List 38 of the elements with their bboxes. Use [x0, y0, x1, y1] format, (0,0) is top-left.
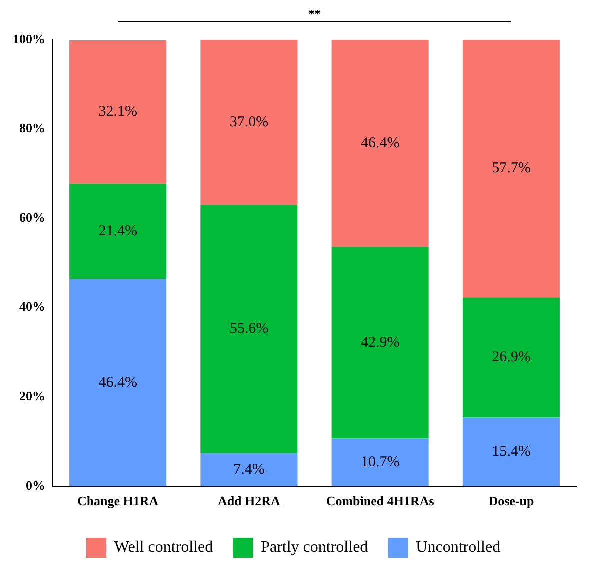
legend-label: Well controlled [114, 539, 214, 556]
bar [70, 40, 167, 184]
bar [332, 247, 429, 439]
bar [462, 298, 560, 418]
y-tick-label: 100% [13, 31, 46, 46]
text: ** [308, 7, 321, 22]
y-tick-label: 20% [20, 388, 46, 404]
data-label: 57.7% [492, 160, 531, 177]
data-label: 37.0% [230, 114, 269, 131]
data-label: 55.6% [230, 321, 269, 338]
x-tick-label: Add H2RA [218, 494, 282, 509]
data-label: 32.1% [98, 104, 138, 120]
y-tick-label: 40% [20, 299, 46, 314]
data-label: 21.4% [98, 223, 138, 240]
bar [200, 205, 298, 454]
data-label: 46.4% [360, 136, 400, 152]
data-label: 42.9% [360, 334, 400, 351]
bar [200, 453, 298, 486]
y-tick-label: 0% [26, 478, 46, 493]
bar [462, 40, 560, 298]
data-label: 10.7% [360, 454, 400, 470]
data-label: 15.4% [492, 444, 531, 460]
data-label: 46.4% [98, 374, 138, 391]
bar [200, 40, 298, 206]
legend-label: Uncontrolled [416, 539, 501, 556]
legend-label: Partly controlled [261, 539, 368, 556]
x-tick-label: Combined 4H1RAs [326, 494, 434, 509]
bar [70, 279, 167, 486]
bar [70, 184, 167, 280]
y-tick-label: 80% [20, 120, 46, 136]
bar [332, 40, 429, 248]
x-tick-label: Dose-up [488, 494, 534, 509]
y-tick-label: 60% [20, 210, 46, 225]
x-tick-label: Change H1RA [77, 494, 160, 509]
data-label: 26.9% [492, 350, 531, 366]
data-label: 7.4% [234, 462, 265, 478]
bar [332, 438, 429, 486]
bar [462, 418, 560, 486]
